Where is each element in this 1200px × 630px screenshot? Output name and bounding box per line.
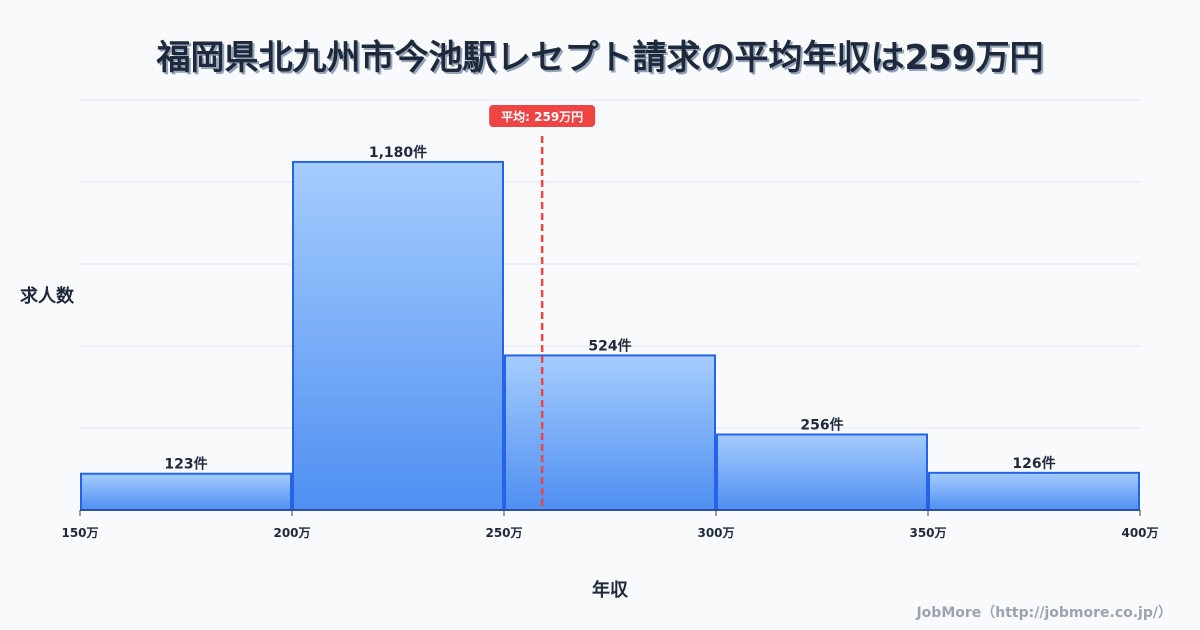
bar <box>716 433 928 511</box>
bar-value-label: 1,180件 <box>369 144 427 161</box>
bar <box>504 354 716 511</box>
bar-value-label: 524件 <box>588 337 631 354</box>
x-tick-label: 250万 <box>485 526 522 540</box>
bar <box>80 472 292 511</box>
y-axis-label: 求人数 <box>20 286 74 307</box>
mean-label: 平均: 259万円 <box>501 109 583 124</box>
x-tick-label: 300万 <box>697 526 734 540</box>
x-tick-label: 400万 <box>1121 526 1158 540</box>
bar <box>928 471 1140 511</box>
bar-value-label: 256件 <box>800 416 843 433</box>
x-tick-label: 150万 <box>61 526 98 540</box>
bar-value-label: 126件 <box>1012 455 1055 472</box>
x-tick-label: 200万 <box>273 526 310 540</box>
chart-title: 福岡県北九州市今池駅レセプト請求の平均年収は259万円 <box>156 38 1044 78</box>
x-axis-label: 年収 <box>592 580 628 601</box>
bar-value-label: 123件 <box>164 456 207 473</box>
x-tick-label: 350万 <box>909 526 946 540</box>
bar <box>292 160 504 511</box>
mean-label-badge <box>489 105 596 127</box>
credit-text: JobMore（http://jobmore.co.jp/） <box>916 605 1172 621</box>
